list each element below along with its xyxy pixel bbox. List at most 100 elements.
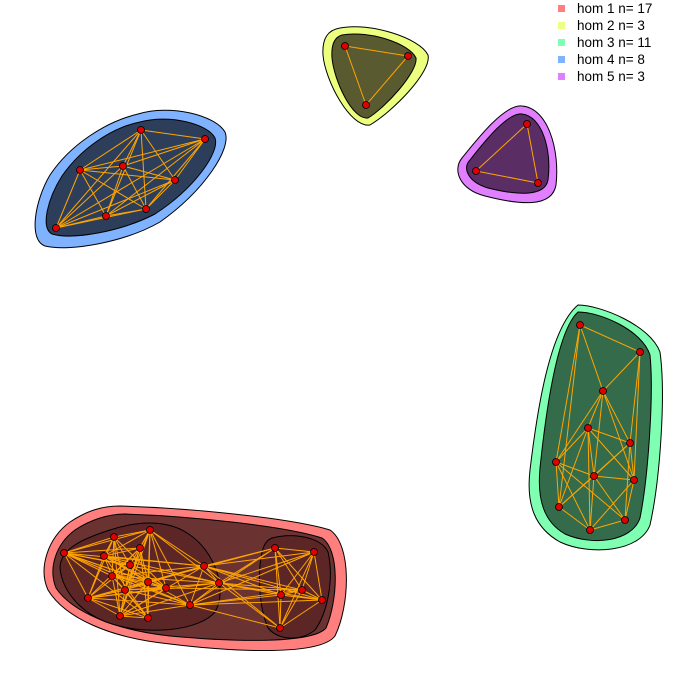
edge xyxy=(63,552,191,606)
edge xyxy=(593,475,626,521)
edge xyxy=(119,604,191,617)
edge xyxy=(624,442,631,521)
edge xyxy=(280,551,315,596)
edge xyxy=(103,547,141,557)
legend-item-hom-1: hom 1 n= 17 xyxy=(558,0,652,17)
edge xyxy=(279,599,323,629)
edge xyxy=(589,479,635,531)
legend-swatch xyxy=(558,5,565,12)
node xyxy=(590,472,598,480)
node xyxy=(341,42,349,50)
edge xyxy=(629,442,635,481)
edge xyxy=(55,129,142,229)
edge xyxy=(189,582,220,606)
edge xyxy=(122,129,142,167)
legend-label: hom 2 n= 3 xyxy=(577,18,645,33)
node xyxy=(144,614,152,622)
node xyxy=(144,578,152,586)
edge xyxy=(189,565,205,606)
edge xyxy=(122,138,206,167)
node xyxy=(404,52,412,60)
edge xyxy=(274,547,323,601)
edge xyxy=(344,45,409,57)
edge xyxy=(218,582,323,601)
edge xyxy=(593,475,635,481)
node xyxy=(142,205,150,213)
edge xyxy=(149,529,205,567)
edge xyxy=(203,565,282,596)
node xyxy=(586,526,594,534)
node xyxy=(552,458,560,466)
edge xyxy=(475,170,539,184)
node xyxy=(277,591,285,599)
edge xyxy=(55,215,107,229)
edge xyxy=(555,324,581,463)
node xyxy=(119,162,127,170)
edge xyxy=(122,165,176,181)
node xyxy=(102,212,110,220)
edge xyxy=(174,138,206,181)
node xyxy=(310,548,318,556)
edge xyxy=(344,45,367,106)
edge xyxy=(587,427,631,444)
edge xyxy=(79,169,147,210)
edge xyxy=(79,169,107,217)
node xyxy=(146,526,154,534)
edge xyxy=(189,547,276,606)
node xyxy=(116,612,124,620)
edge xyxy=(129,564,167,589)
node xyxy=(186,601,194,609)
node xyxy=(84,594,92,602)
edge xyxy=(55,169,81,229)
edge xyxy=(79,129,142,171)
edge xyxy=(526,123,539,184)
node xyxy=(121,586,129,594)
node xyxy=(100,552,108,560)
edges xyxy=(55,45,641,629)
edge xyxy=(301,551,315,591)
node xyxy=(171,176,179,184)
edge xyxy=(629,351,641,444)
node xyxy=(534,179,542,187)
nodes xyxy=(52,42,644,632)
edge xyxy=(587,390,604,429)
edge xyxy=(119,565,205,617)
node xyxy=(201,135,209,143)
node xyxy=(630,476,638,484)
edge xyxy=(602,351,641,392)
legend-label: hom 1 n= 17 xyxy=(577,1,653,16)
edge xyxy=(145,179,176,210)
edge xyxy=(119,615,149,619)
node xyxy=(298,586,306,594)
edge xyxy=(274,547,303,591)
edge xyxy=(147,547,276,583)
node xyxy=(472,167,480,175)
node xyxy=(60,549,68,557)
node xyxy=(584,424,592,432)
edge xyxy=(145,138,206,210)
edge xyxy=(124,589,149,619)
node xyxy=(215,579,223,587)
edge xyxy=(87,555,105,599)
edge xyxy=(593,390,604,477)
node xyxy=(599,387,607,395)
edge xyxy=(113,529,151,538)
legend: hom 1 n= 17 hom 2 n= 3 hom 3 n= 11 hom 4… xyxy=(558,0,652,85)
node xyxy=(318,596,326,604)
edge xyxy=(79,165,124,171)
legend-swatch xyxy=(558,39,565,46)
edge xyxy=(579,324,641,353)
edge xyxy=(55,138,206,229)
edge xyxy=(63,552,89,599)
edge xyxy=(274,547,315,553)
node xyxy=(52,224,60,232)
legend-swatch xyxy=(558,73,565,80)
edge xyxy=(475,123,528,172)
edge xyxy=(124,589,191,606)
edge xyxy=(558,506,591,531)
node xyxy=(126,561,134,569)
edge xyxy=(63,547,141,554)
edge xyxy=(589,475,595,531)
edge xyxy=(587,427,635,481)
